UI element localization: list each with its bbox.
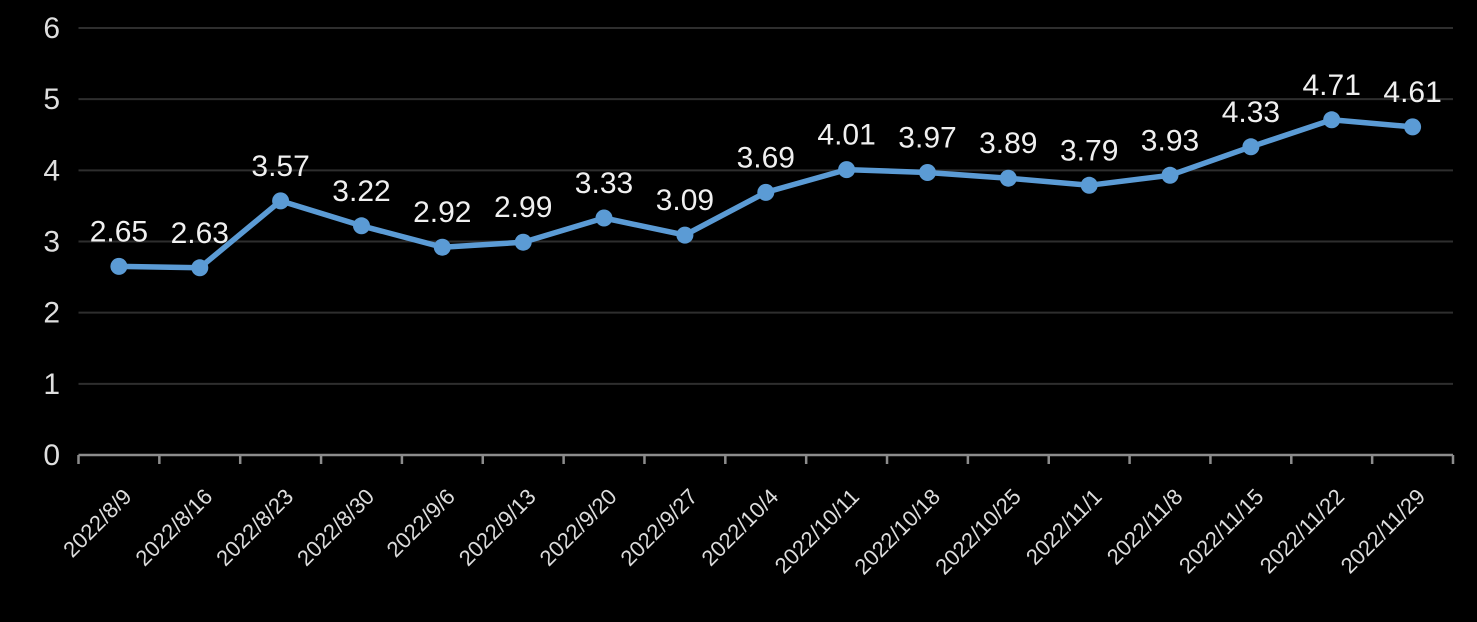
data-point-marker	[110, 257, 128, 275]
data-label: 3.69	[737, 141, 795, 174]
data-label: 3.79	[1060, 134, 1118, 167]
data-point-marker	[919, 164, 936, 181]
y-axis-tick-label: 4	[43, 154, 60, 187]
y-axis-tick-label: 2	[43, 297, 60, 330]
data-label: 2.63	[171, 217, 229, 250]
data-point-marker	[757, 183, 775, 201]
data-point-marker	[1242, 138, 1260, 156]
y-axis-tick-label: 3	[43, 226, 60, 259]
data-label: 3.22	[332, 175, 390, 208]
data-label: 3.09	[656, 184, 714, 217]
data-point-marker	[999, 169, 1017, 187]
y-axis-tick-label: 5	[43, 83, 60, 116]
data-point-marker	[676, 226, 694, 244]
data-point-marker	[1161, 166, 1179, 184]
data-label: 4.71	[1303, 69, 1361, 102]
data-point-marker	[514, 233, 532, 251]
data-label: 3.93	[1141, 124, 1199, 157]
data-label: 3.89	[979, 127, 1037, 160]
data-label: 4.61	[1383, 76, 1441, 109]
data-point-marker	[191, 259, 209, 277]
data-point-marker	[595, 209, 613, 227]
data-point-marker	[838, 161, 856, 179]
data-label: 4.33	[1222, 96, 1280, 129]
data-label: 3.97	[898, 122, 956, 155]
data-label: 3.33	[575, 167, 633, 200]
y-axis-tick-label: 6	[43, 12, 60, 45]
data-point-marker	[1323, 111, 1341, 129]
data-label: 2.65	[90, 215, 148, 248]
data-point-marker	[433, 238, 451, 256]
data-label: 2.92	[413, 196, 471, 229]
data-label: 2.99	[494, 191, 552, 224]
data-point-marker	[1080, 176, 1098, 194]
y-axis-tick-label: 1	[43, 368, 60, 401]
data-label: 4.01	[817, 119, 875, 152]
y-axis-tick-label: 0	[43, 439, 60, 472]
data-point-marker	[272, 192, 290, 210]
data-point-marker	[353, 217, 370, 235]
data-point-marker	[1404, 118, 1422, 136]
data-label: 3.57	[251, 150, 309, 183]
